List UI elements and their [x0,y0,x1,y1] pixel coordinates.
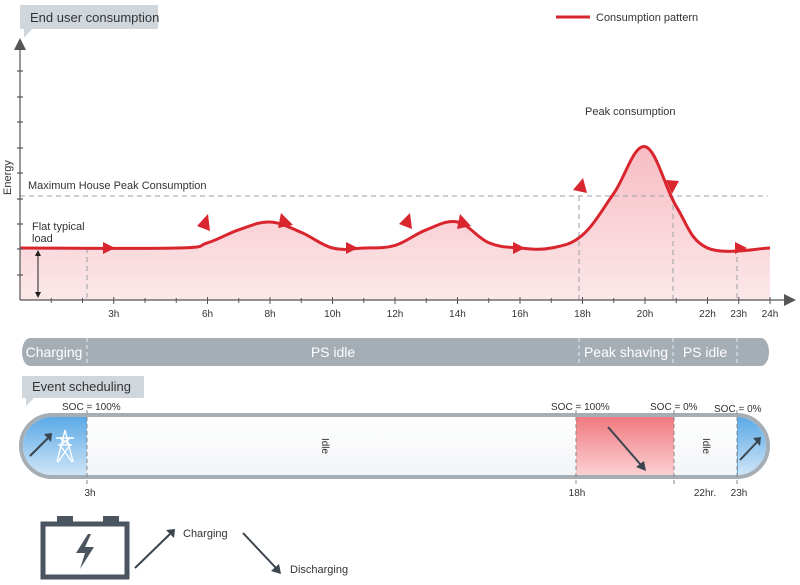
x-axis-arrow [784,294,796,306]
schedule-title-tab: Event scheduling [22,376,144,406]
chart-title-tab: End user consumption [20,5,159,38]
arrow-fall-1 [278,213,293,228]
discharging-arrow-icon [271,564,281,574]
phase-charging: Charging [26,344,83,360]
x-tick-label: 14h [449,309,466,320]
arrow-rise-3 [573,178,587,193]
peak-annotation: Peak consumption [585,106,676,118]
phase-peak-shaving: Peak shaving [584,344,668,360]
y-axis-arrow [14,38,26,50]
time-label-22h: 22hr. [694,488,716,499]
legend-discharging-label: Discharging [290,564,348,576]
arrow-fall-3 [666,180,679,194]
legend-discharging: Discharging [242,532,348,576]
lightning-icon [76,534,94,569]
idle-label-1: Idle [319,438,330,455]
soc-label-2: SOC = 100% [551,402,610,413]
arrow-flat-2 [346,242,358,254]
soc-label-4: SOC = 0% [714,404,762,415]
charge-arrow-right-icon [753,437,761,446]
phase-bar: Charging PS idle Peak shaving PS idle [22,338,769,366]
consumption-line [19,145,771,253]
x-tick-label: 24h [762,309,779,320]
time-label-3h: 3h [84,488,95,499]
power-tower-icon [56,429,74,463]
flat-load-indicator [35,250,41,298]
x-ticks: 3h 6h 8h 10h 12h 14h 16h 18h 20h 22h 23h 24h [50,297,779,320]
soc-label-1: SOC = 100% [62,402,121,413]
arrow-flat-3 [513,242,525,254]
x-tick-label: 18h [574,309,591,320]
chart-legend: Consumption pattern [556,12,698,24]
charging-arrow-icon [166,529,175,538]
line-arrows [103,178,747,254]
legend-charging: Charging [134,528,228,569]
x-tick-label: 20h [637,309,654,320]
time-label-18h: 18h [569,488,586,499]
idle-label-2: Idle [700,438,711,455]
legend-consumption-label: Consumption pattern [596,12,698,24]
capsule-arrows [29,426,761,471]
consumption-area [20,146,770,300]
x-axis [20,294,796,306]
charging-segment-left [23,417,87,475]
soc-label-3: SOC = 0% [650,402,698,413]
charge-arrow-left-icon [44,433,52,442]
x-tick-label: 12h [387,309,404,320]
arrow-rise-2 [399,213,412,229]
chart-title: End user consumption [30,10,159,25]
charging-segment-right [737,417,766,475]
arrow-flat-4 [735,242,747,254]
phase-bar-bg [22,338,769,366]
x-tick-label: 3h [108,309,119,320]
phase-ps-idle-2: PS idle [683,344,728,360]
max-peak-annotation: Maximum House Peak Consumption [28,180,207,192]
y-axis-label: Energy [2,160,14,195]
x-tick-label: 6h [202,309,213,320]
flat-load-annotation-line1: Flat typical [32,221,85,233]
x-tick-label: 22h [699,309,716,320]
legend-charging-label: Charging [183,528,228,540]
x-tick-label: 8h [264,309,275,320]
schedule-title: Event scheduling [32,379,131,394]
y-axis [14,38,26,300]
arrow-fall-2 [457,214,471,229]
x-tick-label: 23h [730,309,747,320]
flat-load-annotation-line2: load [32,233,53,245]
battery-icon [40,516,130,580]
arrow-rise-1 [197,214,210,231]
time-label-23h: 23h [731,488,748,499]
discharge-arrow-icon [636,461,646,471]
x-tick-label: 10h [324,309,341,320]
schedule-capsule: Idle Idle [19,410,770,484]
phase-ps-idle-1: PS idle [311,344,356,360]
arrow-flat-1 [103,242,115,254]
x-tick-label: 16h [512,309,529,320]
